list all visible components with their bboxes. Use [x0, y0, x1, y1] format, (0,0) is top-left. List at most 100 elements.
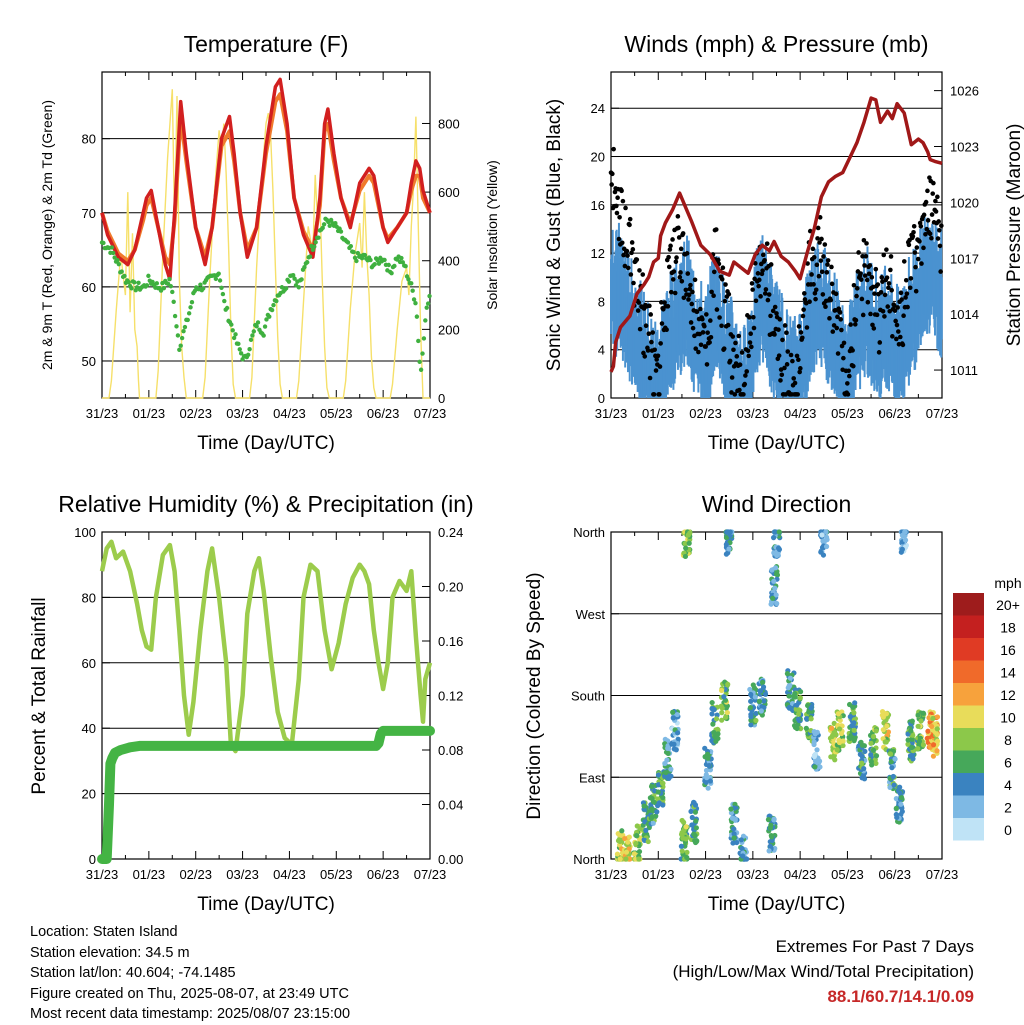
direction-point — [775, 545, 782, 551]
gust-point — [666, 264, 672, 270]
y2-tick-label: 1014 — [950, 307, 979, 322]
gust-point — [935, 194, 940, 200]
gust-point — [933, 198, 938, 204]
gust-point — [643, 323, 649, 329]
dewpoint-point — [320, 225, 325, 231]
dewpoint-point — [230, 328, 235, 333]
gust-point — [746, 353, 751, 359]
gust-point — [658, 341, 663, 346]
gust-point — [627, 222, 632, 228]
gust-point — [629, 250, 634, 256]
direction-point — [739, 845, 745, 852]
dewpoint-point — [185, 317, 190, 323]
direction-point — [748, 691, 754, 698]
gust-point — [862, 273, 868, 278]
dewpoint-point — [250, 333, 255, 338]
x-tick-label: 05/23 — [320, 867, 353, 882]
direction-point — [655, 782, 662, 788]
chart-title: Temperature (F) — [184, 31, 349, 57]
gust-point — [863, 253, 869, 259]
gust-point — [635, 308, 641, 313]
direction-point — [705, 755, 711, 761]
dewpoint-point — [411, 297, 417, 302]
gust-point — [895, 305, 900, 310]
gust-point — [670, 277, 676, 282]
gust-point — [642, 354, 648, 359]
gust-point — [860, 254, 865, 259]
gust-point — [815, 225, 821, 231]
dewpoint-point — [264, 317, 269, 322]
gust-point — [723, 282, 728, 287]
gust-point — [929, 212, 935, 217]
gust-point — [748, 331, 753, 337]
dewpoint-point — [286, 279, 292, 284]
direction-point — [617, 856, 623, 862]
x-tick-label: 07/23 — [926, 406, 959, 421]
dewpoint-point — [327, 223, 332, 228]
direction-point — [771, 578, 777, 584]
direction-point — [689, 814, 695, 821]
dewpoint-point — [178, 343, 183, 348]
gust-point — [694, 309, 700, 315]
gust-point — [750, 287, 755, 292]
dewpoint-point — [247, 347, 252, 352]
dewpoint-point — [425, 301, 431, 306]
gust-point — [906, 242, 912, 248]
gust-point — [897, 334, 903, 340]
dewpoint-point — [236, 341, 241, 347]
gust-point — [766, 292, 772, 297]
direction-point — [679, 848, 685, 854]
pressure-line — [609, 96, 943, 373]
gust-point — [690, 325, 696, 331]
gust-point — [679, 278, 685, 284]
gust-point — [625, 265, 631, 271]
gust-point — [772, 332, 777, 337]
direction-point — [715, 727, 721, 733]
gust-point — [939, 223, 944, 229]
y-tick-label: 20 — [82, 787, 96, 802]
gust-point — [810, 246, 816, 252]
direction-points — [614, 529, 941, 862]
gust-point — [800, 335, 805, 341]
y2-tick-label: 0.04 — [438, 798, 463, 813]
gust-point — [881, 252, 887, 258]
dewpoint-points — [99, 216, 432, 372]
dewpoint-point — [112, 255, 117, 260]
direction-point — [774, 600, 780, 607]
dewpoint-point — [382, 257, 387, 263]
gust-point — [641, 350, 646, 356]
direction-point — [868, 759, 874, 765]
gust-point — [668, 243, 673, 249]
direction-point — [670, 709, 676, 715]
x-tick-label: 03/23 — [226, 406, 259, 421]
gust-point — [816, 273, 822, 279]
dewpoint-point — [233, 332, 238, 337]
direction-point — [808, 705, 814, 711]
y-axis-label: Sonic Wind & Gust (Blue, Black) — [544, 99, 565, 371]
gust-point — [912, 250, 918, 255]
gust-point — [700, 330, 706, 335]
direction-point — [898, 801, 904, 807]
legend-swatch — [953, 750, 984, 773]
dewpoint-point — [290, 273, 296, 278]
gust-point — [914, 245, 920, 250]
dewpoint-point — [254, 324, 259, 329]
y-tick-label: 0 — [598, 391, 605, 406]
direction-point — [890, 773, 896, 780]
plot-frame — [101, 531, 431, 860]
gust-point — [653, 368, 659, 373]
dewpoint-point — [116, 262, 122, 267]
direction-point — [786, 704, 793, 711]
gust-point — [737, 387, 742, 393]
gust-point — [698, 306, 703, 312]
dewpoint-point — [403, 263, 408, 269]
direction-point — [625, 839, 631, 845]
direction-point — [748, 698, 754, 704]
dewpoint-point — [154, 281, 160, 286]
direction-point — [833, 732, 839, 738]
gust-point — [911, 224, 917, 229]
x-tick-label: 07/23 — [414, 867, 447, 882]
direction-point — [738, 837, 744, 843]
direction-point — [674, 711, 680, 718]
dewpoint-point — [271, 302, 276, 308]
